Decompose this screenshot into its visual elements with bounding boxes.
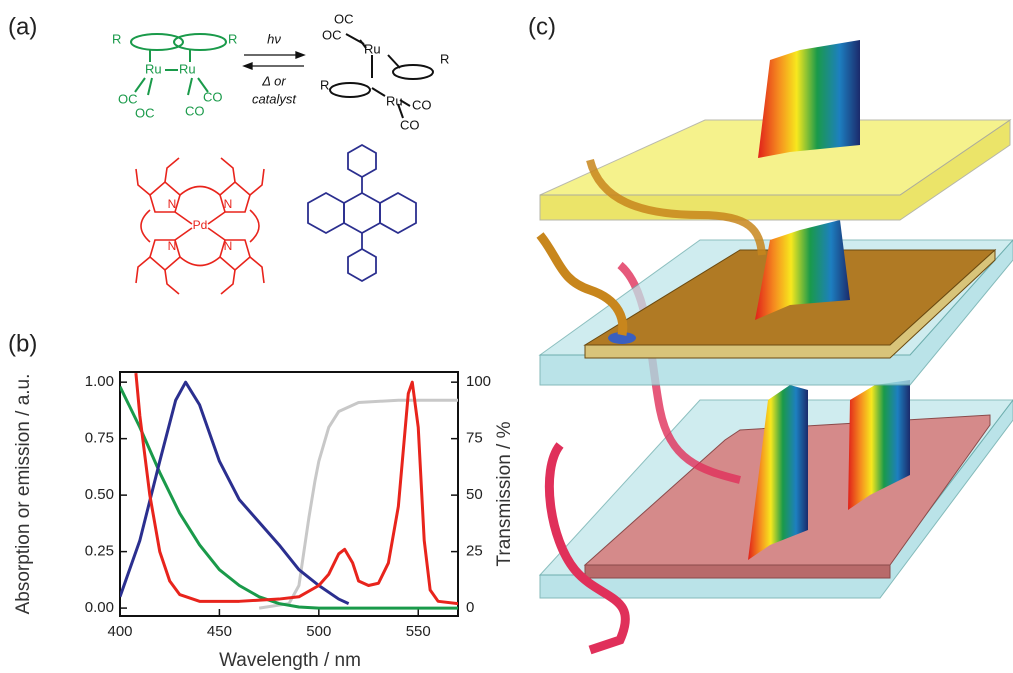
chem-label: Ru: [364, 41, 381, 56]
chem-label: N: [168, 239, 177, 253]
y2-tick-label: 50: [466, 486, 483, 503]
x-axis-title: Wavelength / nm: [219, 650, 361, 671]
porphyrin: [135, 157, 265, 295]
chem-label: OC: [118, 91, 138, 106]
data-line: [120, 386, 458, 610]
equilibrium-arrows: [242, 51, 306, 70]
chem-label: N: [224, 239, 233, 253]
data-line: [134, 372, 458, 606]
x-tick-label: 500: [306, 623, 331, 640]
data-line: [258, 398, 458, 610]
chem-label: CO: [400, 117, 420, 132]
chem-label: OC: [322, 27, 342, 42]
x-tick-label: 550: [406, 623, 431, 640]
y2-tick-label: 75: [466, 430, 483, 447]
chem-label: OC: [135, 105, 155, 120]
y-tick-label: 0.50: [85, 486, 114, 503]
panel-label: (b): [8, 330, 37, 357]
y-tick-label: 0.00: [85, 599, 114, 616]
data-line: [120, 380, 350, 605]
y-tick-label: 1.00: [85, 373, 114, 390]
plot-frame: [119, 371, 459, 617]
plot-area: [120, 372, 458, 610]
chem-label: OC: [334, 11, 354, 26]
device-diagram: [536, 40, 1013, 655]
arrow-label: Δ or: [261, 73, 286, 88]
chem-label: N: [168, 197, 177, 211]
diphenylanthracene: [307, 143, 417, 283]
y2-tick-label: 25: [466, 543, 483, 560]
chem-label: CO: [412, 97, 432, 112]
chem-label: N: [224, 197, 233, 211]
panel-label: (c): [528, 13, 556, 40]
y2-tick-label: 100: [466, 373, 491, 390]
y2-tick-label: 0: [466, 599, 474, 616]
x-tick-label: 400: [107, 623, 132, 640]
arrow-label: catalyst: [252, 91, 297, 106]
chem-label: Ru: [145, 61, 162, 76]
arrow-label: hν: [267, 31, 281, 46]
x-tick-label: 450: [207, 623, 232, 640]
chem-label: R: [440, 51, 449, 66]
chem-label: Ru: [179, 61, 196, 76]
panel-label: (a): [8, 13, 37, 40]
ru-photoisomer: [329, 33, 434, 119]
y-axis-title: Absorption or emission / a.u.: [13, 374, 34, 615]
y2-axis-title: Transmission / %: [494, 421, 515, 566]
ru-dimer: [130, 33, 227, 96]
chem-label: R: [320, 77, 329, 92]
chem-label: Pd: [193, 218, 208, 232]
y-tick-label: 0.25: [85, 543, 114, 560]
y-tick-label: 0.75: [85, 430, 114, 447]
chem-label: CO: [185, 103, 205, 118]
chem-label: Ru: [386, 93, 403, 108]
chem-label: R: [228, 31, 237, 46]
chem-label: R: [112, 31, 121, 46]
chem-label: CO: [203, 89, 223, 104]
